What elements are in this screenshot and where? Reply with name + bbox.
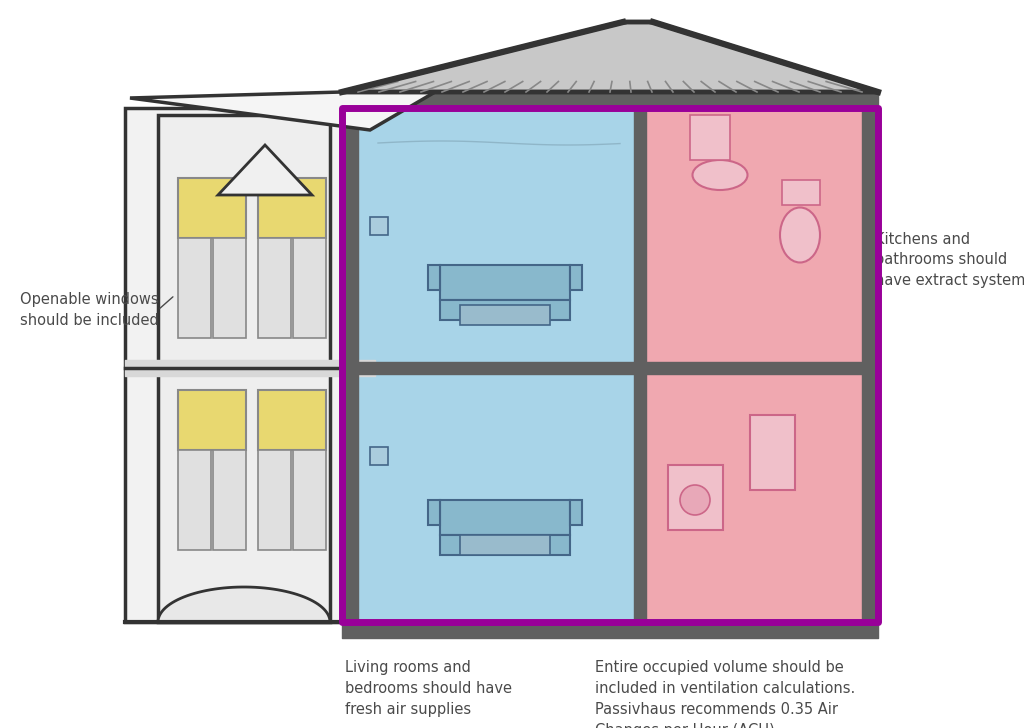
Bar: [293, 450, 326, 550]
Bar: [178, 178, 246, 238]
Bar: [213, 238, 246, 338]
Bar: [640, 108, 862, 368]
Bar: [428, 265, 440, 290]
Bar: [342, 108, 878, 622]
Bar: [258, 178, 326, 238]
Bar: [358, 368, 640, 622]
Bar: [428, 500, 440, 524]
Bar: [258, 450, 291, 550]
Bar: [440, 535, 570, 555]
Bar: [258, 238, 291, 338]
Bar: [293, 238, 326, 338]
Bar: [460, 305, 550, 325]
Bar: [690, 115, 730, 160]
Bar: [370, 447, 388, 465]
Polygon shape: [158, 587, 330, 622]
Bar: [358, 108, 640, 368]
Bar: [440, 300, 570, 320]
Bar: [178, 238, 211, 338]
Ellipse shape: [780, 207, 820, 263]
Polygon shape: [342, 22, 878, 92]
Bar: [668, 465, 723, 530]
Bar: [640, 368, 862, 622]
Ellipse shape: [692, 160, 748, 190]
Polygon shape: [130, 22, 623, 130]
Bar: [570, 500, 582, 524]
Polygon shape: [125, 108, 375, 622]
Bar: [213, 450, 246, 550]
Ellipse shape: [680, 485, 710, 515]
Text: Openable windows
should be included: Openable windows should be included: [20, 292, 159, 328]
Bar: [782, 180, 820, 205]
Polygon shape: [158, 115, 330, 622]
Bar: [258, 390, 326, 450]
Bar: [440, 265, 570, 300]
Text: Entire occupied volume should be
included in ventilation calculations.
Passivhau: Entire occupied volume should be include…: [595, 660, 855, 728]
Polygon shape: [218, 145, 312, 195]
Text: Kitchens and
bathrooms should
have extract systems: Kitchens and bathrooms should have extra…: [874, 232, 1024, 288]
Bar: [570, 265, 582, 290]
Bar: [178, 450, 211, 550]
Bar: [370, 217, 388, 235]
Bar: [440, 500, 570, 535]
Text: Living rooms and
bedrooms should have
fresh air supplies: Living rooms and bedrooms should have fr…: [345, 660, 512, 717]
Bar: [178, 390, 246, 450]
Bar: [460, 535, 550, 555]
Bar: [750, 415, 795, 490]
